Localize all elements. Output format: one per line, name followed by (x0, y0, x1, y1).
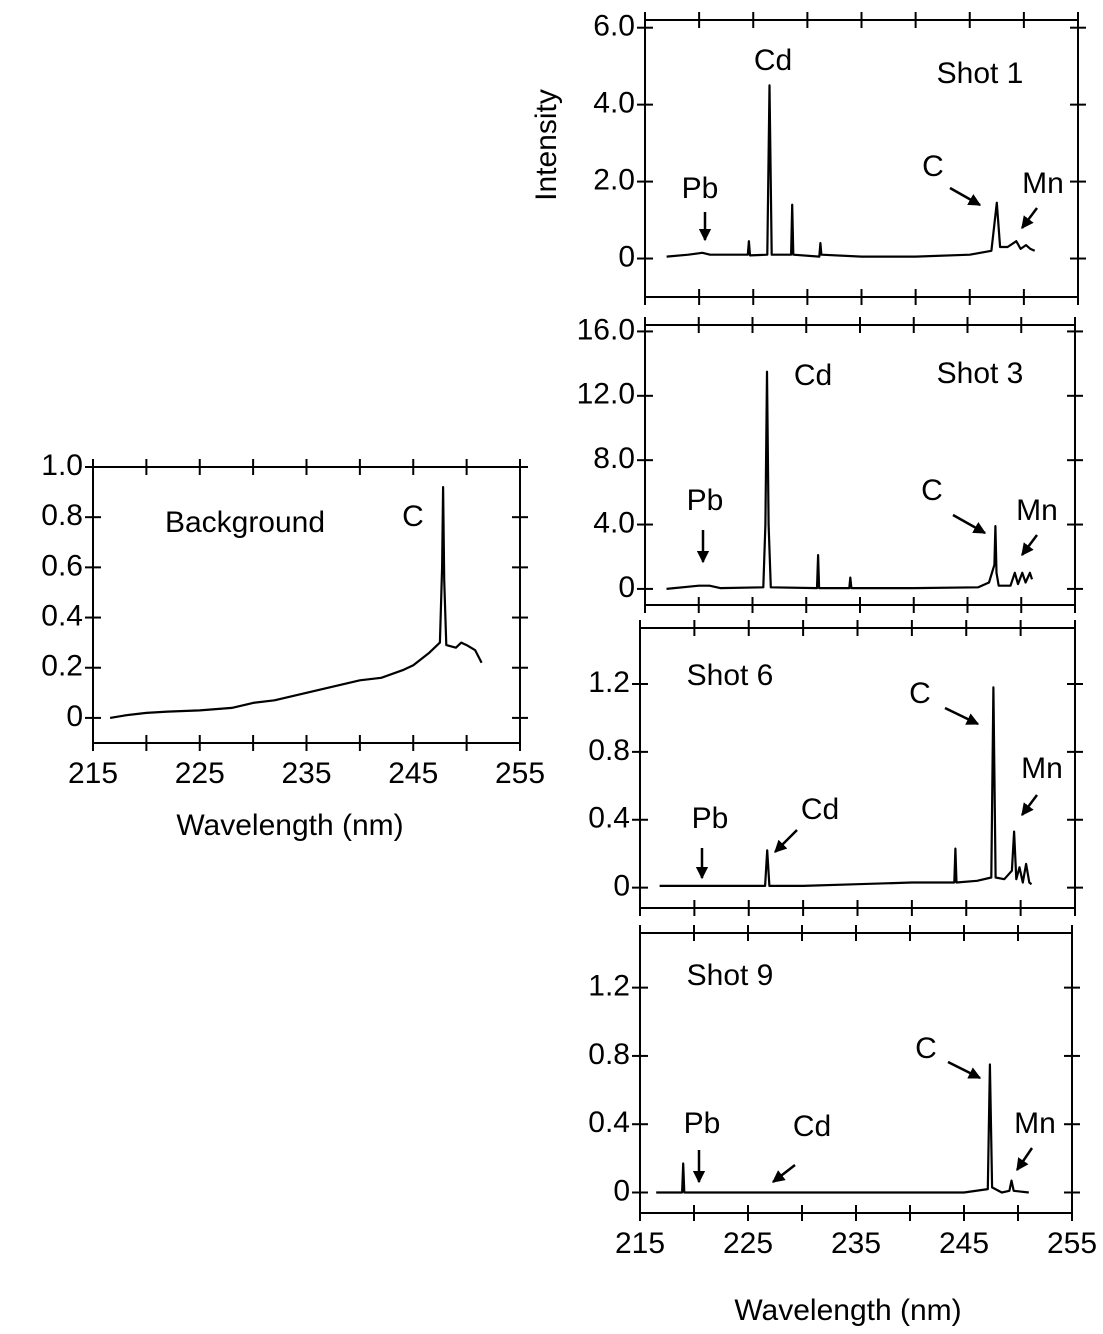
x-axis-label: Wavelength (nm) (734, 1294, 961, 1327)
peak-label: C (402, 500, 424, 533)
peak-arrow (944, 706, 980, 726)
y-tick-label: 0.2 (41, 650, 83, 683)
y-tick-label: 12.0 (577, 378, 635, 411)
x-tick-label: 235 (831, 1227, 881, 1260)
y-tick-label: 1.2 (588, 666, 630, 699)
y-tick-label: 8.0 (593, 442, 635, 475)
peak-label: Pb (684, 1107, 721, 1140)
peak-arrow (1021, 794, 1038, 816)
peak-arrow (947, 1060, 982, 1080)
y-tick-label: 6.0 (593, 10, 635, 43)
peak-arrow (952, 513, 987, 535)
spectrum-line (109, 486, 483, 719)
peak-label: Mn (1022, 167, 1064, 200)
peak-label: Mn (1014, 1107, 1056, 1140)
y-tick-label: 0.8 (588, 734, 630, 767)
spectrum-line (656, 1063, 1029, 1194)
panel-title: Shot 1 (937, 57, 1024, 90)
peak-arrow (1015, 1147, 1034, 1172)
peak-label: Pb (692, 802, 729, 835)
peak-label: Pb (682, 172, 719, 205)
x-tick-label: 235 (281, 757, 331, 790)
x-axis-label: Wavelength (nm) (176, 809, 403, 842)
peak-label: Cd (793, 1110, 831, 1143)
peak-label: C (909, 677, 931, 710)
y-tick-label: 0.8 (41, 499, 83, 532)
peak-arrow (949, 186, 982, 207)
y-tick-label: 0 (613, 870, 630, 903)
peak-label: Mn (1016, 494, 1058, 527)
y-tick-label: 0 (618, 240, 635, 273)
x-tick-label: 225 (723, 1227, 773, 1260)
x-tick-label: 255 (1047, 1227, 1097, 1260)
y-tick-label: 2.0 (593, 164, 635, 197)
peak-label: Cd (801, 793, 839, 826)
spectrum-line (659, 686, 1033, 887)
peak-label: C (921, 474, 943, 507)
y-tick-label: 0.4 (588, 802, 630, 835)
y-tick-label: 1.0 (41, 449, 83, 482)
y-tick-label: 0.4 (588, 1106, 630, 1139)
y-tick-label: 0 (618, 571, 635, 604)
x-tick-label: 255 (495, 757, 545, 790)
y-tick-label: 0 (66, 700, 83, 733)
peak-arrow (774, 829, 798, 853)
peak-label: Cd (754, 44, 792, 77)
peak-label: C (922, 150, 944, 183)
peak-label: Pb (687, 484, 724, 517)
peak-label: C (915, 1032, 937, 1065)
peak-arrow (1021, 534, 1038, 556)
peak-label: Cd (794, 359, 832, 392)
y-tick-label: 16.0 (577, 313, 635, 346)
y-tick-label: 0.6 (41, 549, 83, 582)
panel-title: Background (165, 506, 325, 539)
peak-arrow (1021, 207, 1038, 229)
x-tick-label: 225 (175, 757, 225, 790)
peak-label: Mn (1021, 752, 1063, 785)
y-tick-label: 0.8 (588, 1038, 630, 1071)
y-tick-label: 0 (613, 1174, 630, 1207)
panel-title: Shot 9 (687, 959, 774, 992)
panel-title: Shot 3 (937, 357, 1024, 390)
y-axis-label: Intensity (530, 89, 563, 201)
x-tick-label: 215 (68, 757, 118, 790)
y-tick-label: 4.0 (593, 87, 635, 120)
peak-arrow (772, 1164, 796, 1183)
y-tick-label: 0.4 (41, 599, 83, 632)
x-tick-label: 245 (388, 757, 438, 790)
panel-title: Shot 6 (687, 659, 774, 692)
spectrum-line (666, 84, 1036, 258)
x-tick-label: 245 (939, 1227, 989, 1260)
y-tick-label: 4.0 (593, 506, 635, 539)
spectrum-line (666, 370, 1034, 590)
y-tick-label: 1.2 (588, 970, 630, 1003)
x-tick-label: 215 (615, 1227, 665, 1260)
